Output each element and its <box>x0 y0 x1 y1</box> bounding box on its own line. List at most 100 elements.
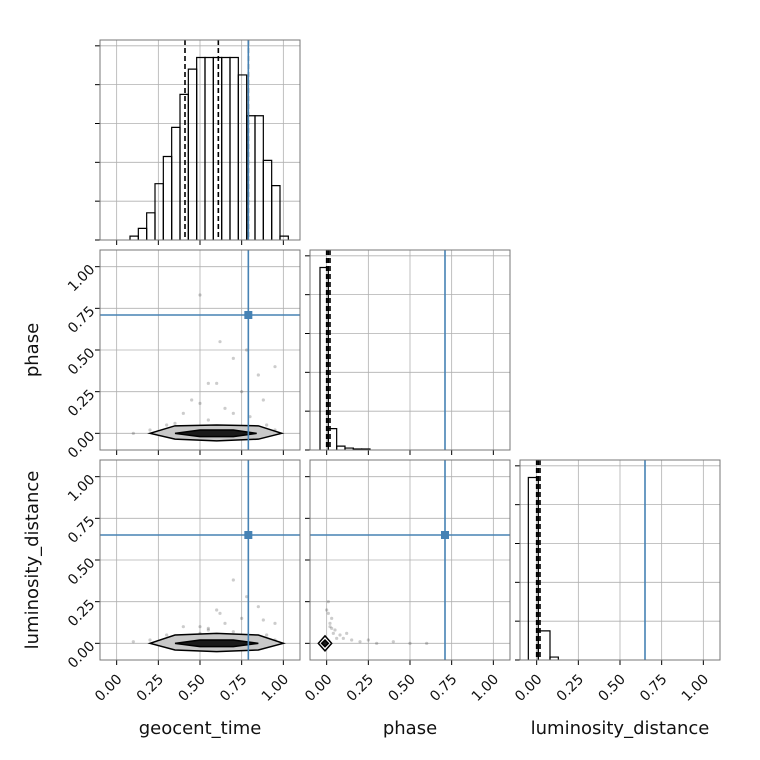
contour <box>320 638 330 648</box>
sample-point <box>215 608 219 612</box>
x-tick-label: 0.50 <box>385 672 418 705</box>
sample-point <box>198 625 202 629</box>
x-tick-label: 0.50 <box>595 672 628 705</box>
sample-point <box>131 640 135 644</box>
sample-point <box>273 365 277 369</box>
sample-point <box>131 431 135 435</box>
x-tick-label: 0.25 <box>344 672 377 705</box>
x-axis-label: geocent_time <box>139 718 262 739</box>
sample-point <box>148 428 152 432</box>
truth-marker <box>441 531 449 539</box>
panel-frame <box>309 459 511 661</box>
sample-point <box>273 621 277 625</box>
sample-point <box>391 640 395 644</box>
sample-point <box>231 356 235 360</box>
sample-point <box>181 625 185 629</box>
x-tick-label: 0.25 <box>554 672 587 705</box>
sample-point <box>330 626 334 630</box>
sample-point <box>333 628 337 632</box>
sample-point <box>206 381 210 385</box>
sample-point <box>265 633 269 637</box>
x-tick-label: 0.50 <box>175 672 208 705</box>
sample-point <box>328 621 332 625</box>
y-tick-label: 0.50 <box>65 345 98 378</box>
hist-bin <box>171 126 181 240</box>
sample-point <box>173 421 177 425</box>
panel-frame <box>309 249 511 451</box>
hist-bin <box>327 428 338 450</box>
sample-point <box>326 600 330 604</box>
y-tick-label: 0.50 <box>65 555 98 588</box>
y-tick-label: 0.25 <box>65 597 98 630</box>
panel: 0.00 0.25 0.50 0.75 1.000.000.250.500.751.00… <box>22 459 301 739</box>
sample-point <box>330 616 334 620</box>
x-tick-label: 0.00 <box>302 672 335 705</box>
sample-point <box>326 611 330 615</box>
x-tick-label: 0.75 <box>637 672 670 705</box>
hist-bin <box>162 155 173 240</box>
x-tick-label: 1.00 <box>259 672 292 705</box>
hist-bin <box>129 235 139 240</box>
sample-point <box>190 398 194 402</box>
x-axis-label: phase <box>383 718 437 739</box>
hist-bin <box>146 212 156 240</box>
truth-marker <box>244 311 253 319</box>
panel-frame <box>99 459 301 661</box>
hist-bin <box>549 656 559 660</box>
sample-point <box>231 411 235 415</box>
sample-point <box>223 621 227 625</box>
hist-bin <box>137 227 148 240</box>
hist-bin <box>237 74 248 240</box>
hist-bin <box>336 445 346 450</box>
sample-point <box>218 611 222 615</box>
y-tick-label: 1.00 <box>65 472 98 505</box>
sample-point <box>198 293 202 297</box>
sample-point <box>245 348 249 352</box>
sample-point <box>261 618 265 622</box>
x-axis-label: luminosity_distance <box>531 718 710 739</box>
sample-point <box>206 626 210 630</box>
sample-point <box>165 423 169 427</box>
panel-frame <box>99 249 301 451</box>
sample-point <box>218 340 222 344</box>
sample-point <box>223 406 227 410</box>
panel: 0.00 0.25 0.50 0.75 1.00 luminosity_distance <box>512 459 721 739</box>
x-tick-label: 0.00 <box>512 672 545 705</box>
sample-point <box>165 633 169 637</box>
sample-point <box>231 578 235 582</box>
hist-bin <box>279 235 289 240</box>
sample-point <box>206 628 210 632</box>
hist-bin <box>187 68 198 240</box>
sample-point <box>261 398 265 402</box>
sample-point <box>335 636 339 640</box>
panel <box>95 39 301 245</box>
sample-point <box>231 630 235 634</box>
y-tick-label: 0.75 <box>65 303 98 336</box>
sample-point <box>358 640 362 644</box>
sample-point <box>325 608 329 612</box>
sample-point <box>328 625 332 629</box>
hist-bin <box>179 93 189 240</box>
sample-point <box>245 595 249 599</box>
sample-point <box>375 641 379 645</box>
sample-point <box>408 641 412 645</box>
sample-point <box>338 633 342 637</box>
y-axis-label: phase <box>22 323 43 377</box>
sample-point <box>240 390 244 394</box>
y-tick-label: 0.00 <box>65 638 98 671</box>
y-axis-label: luminosity_distance <box>22 471 43 650</box>
y-tick-label: 0.25 <box>65 387 98 420</box>
sample-point <box>206 418 210 422</box>
sample-point <box>256 373 260 377</box>
sample-point <box>366 638 370 642</box>
panel-frame <box>519 459 721 661</box>
hist-bin <box>271 185 281 240</box>
sample-point <box>331 631 335 635</box>
sample-point <box>148 638 152 642</box>
x-tick-label: 0.00 <box>92 672 125 705</box>
sample-point <box>425 641 429 645</box>
x-tick-label: 0.25 <box>134 672 167 705</box>
